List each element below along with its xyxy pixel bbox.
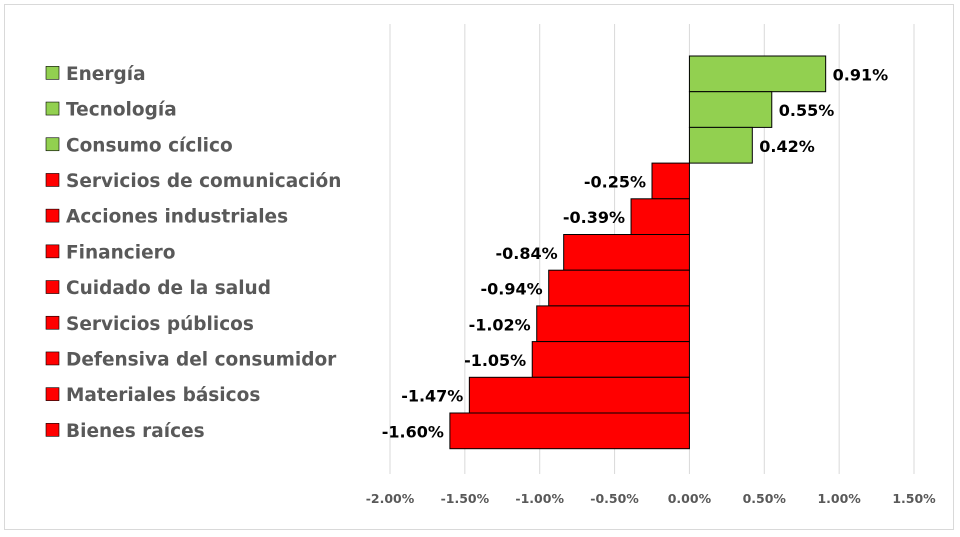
legend-label: Consumo cíclico (66, 135, 233, 156)
x-axis-ticks: -2.00% -1.50% -1.00% -0.50% 0.00% 0.50% 1.00% 1… (366, 491, 936, 506)
bar (688, 126, 753, 164)
bars (449, 55, 827, 450)
legend-swatch (45, 423, 60, 437)
x-tick-label: 1.00% (817, 491, 861, 506)
legend: Energía Tecnología Consumo cíclico Servicio… (45, 64, 341, 442)
bar (630, 198, 690, 236)
data-label: -0.84% (496, 244, 558, 263)
bar (688, 55, 827, 93)
bar (548, 269, 690, 307)
legend-swatch (45, 351, 60, 366)
bar (688, 91, 773, 128)
data-label: -1.05% (464, 351, 526, 370)
bar (563, 234, 690, 271)
data-label: 0.55% (779, 101, 835, 120)
legend-swatch (45, 280, 60, 294)
bar (651, 162, 690, 200)
x-tick-label: 0.00% (668, 491, 712, 506)
data-label: -0.25% (584, 172, 646, 191)
x-tick-label: -0.50% (590, 491, 639, 506)
legend-label: Financiero (66, 242, 176, 263)
data-label: -0.39% (563, 208, 625, 227)
legend-label: Bienes raíces (66, 421, 205, 442)
legend-swatch (45, 315, 60, 330)
legend-label: Servicios públicos (66, 314, 254, 335)
bar (449, 412, 690, 450)
data-label: -1.60% (382, 422, 444, 441)
legend-label: Tecnología (66, 100, 177, 121)
data-label: -0.94% (481, 280, 543, 299)
value-labels: 0.91% 0.55% 0.42% -0.25% -0.39% -0.84% -0.94% -… (382, 65, 888, 441)
x-tick-label: 0.50% (743, 491, 787, 506)
x-tick-label: -1.50% (441, 491, 490, 506)
legend-label: Energía (66, 64, 146, 85)
data-label: 0.91% (833, 65, 889, 84)
x-tick-label: -2.00% (366, 491, 415, 506)
legend-label: Cuidado de la salud (66, 278, 271, 299)
legend-swatch (45, 387, 60, 401)
legend-swatch (45, 101, 60, 116)
data-label: 0.42% (759, 137, 815, 156)
legend-label: Acciones industriales (66, 207, 288, 228)
x-tick-label: 1.50% (892, 491, 936, 506)
legend-swatch (45, 173, 60, 187)
x-tick-label: -1.00% (515, 491, 564, 506)
legend-swatch (45, 208, 60, 223)
legend-label: Servicios de comunicación (66, 171, 341, 192)
data-label: -1.02% (469, 315, 531, 334)
legend-label: Defensiva del consumidor (66, 349, 337, 370)
bar (536, 305, 690, 343)
legend-label: Materiales básicos (66, 385, 260, 406)
bar (531, 341, 690, 378)
data-label: -1.47% (401, 387, 463, 406)
bar (468, 376, 690, 414)
legend-swatch (45, 244, 60, 259)
legend-swatch (45, 66, 60, 80)
legend-swatch (45, 137, 60, 152)
